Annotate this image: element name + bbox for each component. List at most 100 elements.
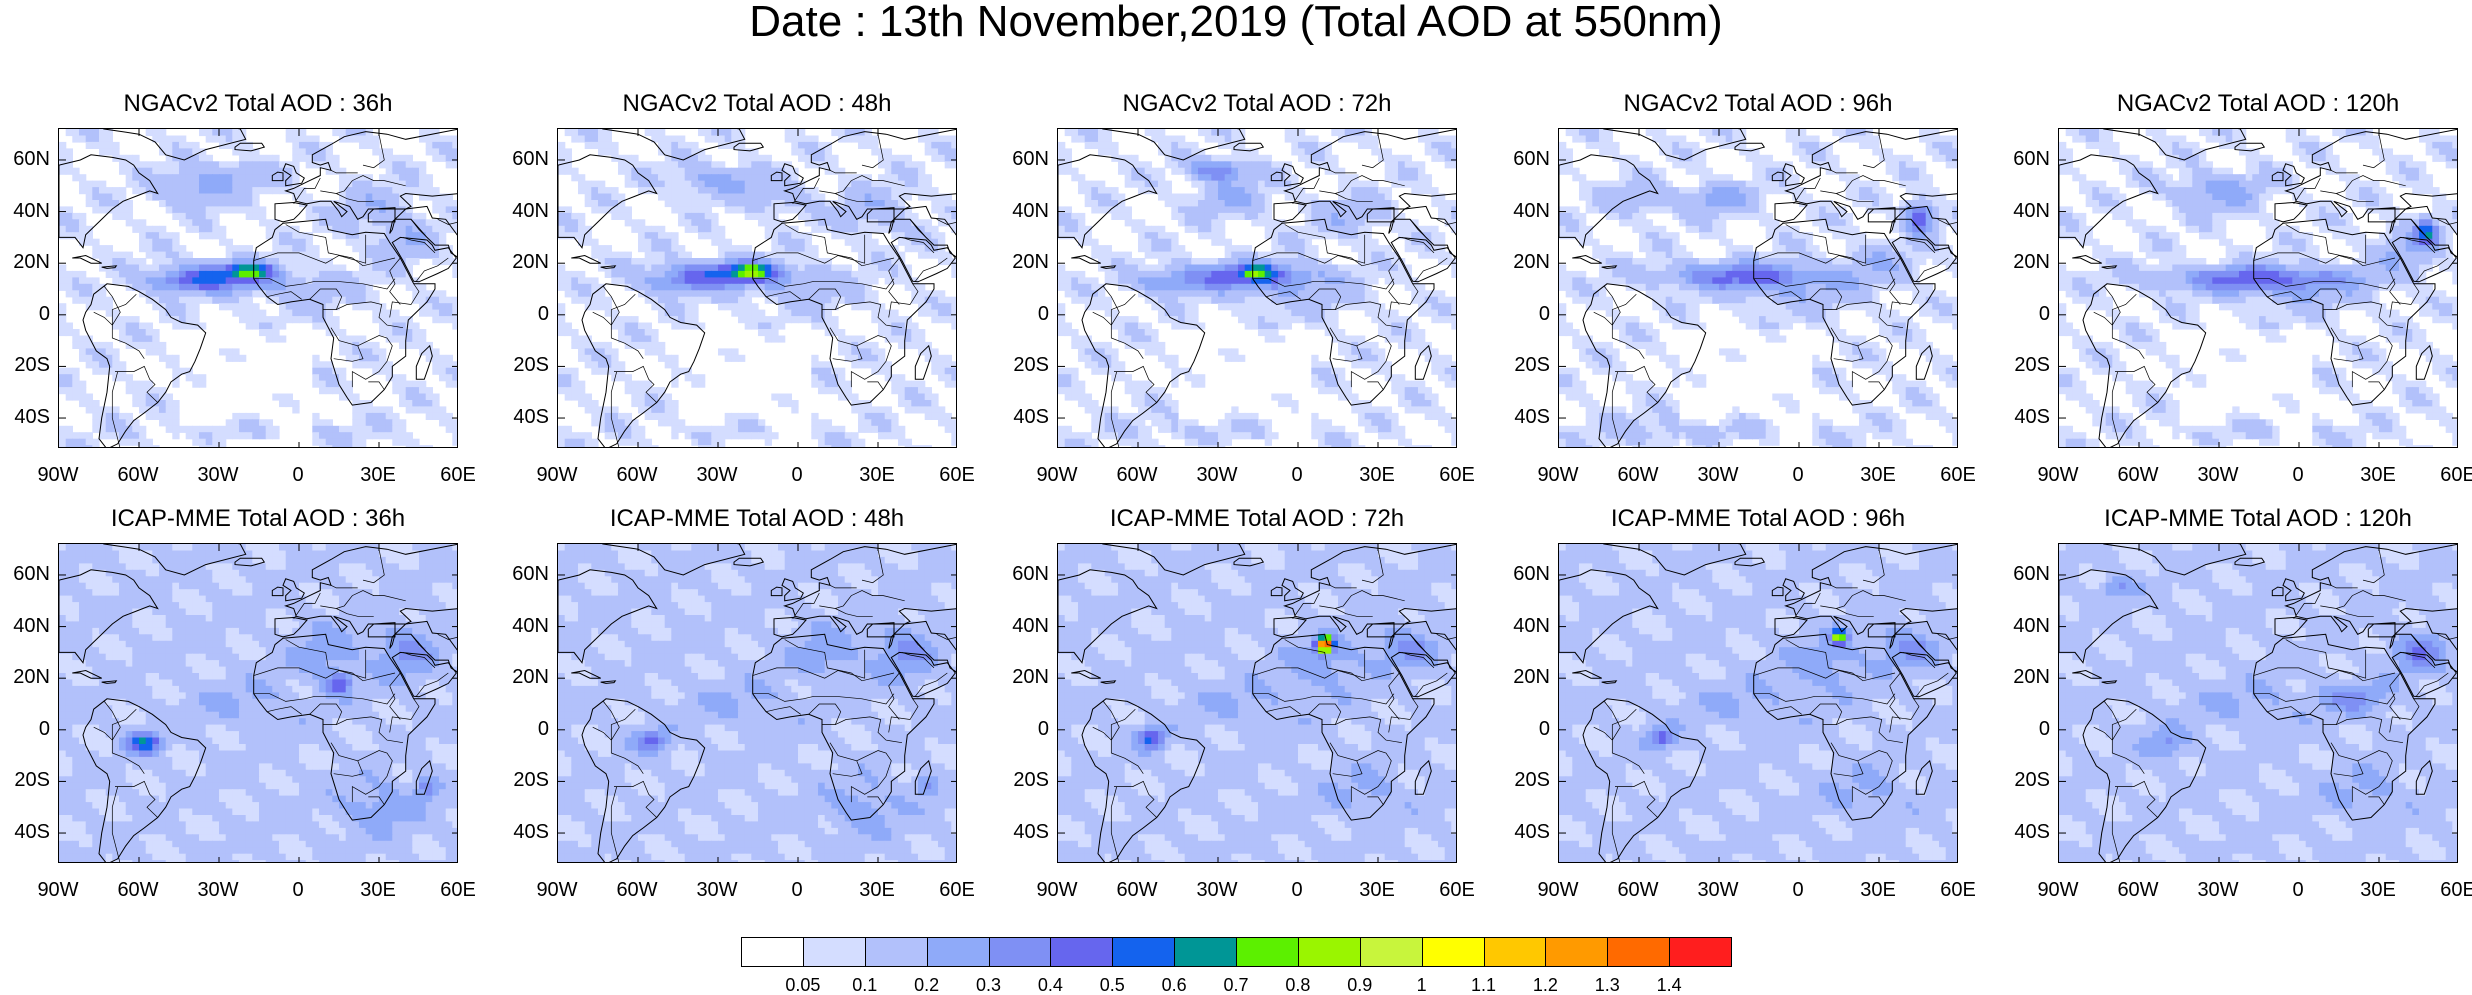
x-tick-label: 90W: [2037, 880, 2078, 900]
aod-map: [557, 128, 957, 448]
x-tick-label: 0: [791, 880, 802, 900]
colorbar-level-label: 0.7: [1223, 976, 1248, 994]
y-tick-label: 40N: [1513, 201, 1550, 221]
aod-field: [59, 544, 458, 863]
aod-map: [557, 543, 957, 863]
y-tick-label: 20N: [1012, 667, 1049, 687]
x-tick-label: 30W: [696, 465, 737, 485]
colorbar-swatch: [1484, 937, 1547, 967]
x-tick-label: 30E: [360, 465, 396, 485]
aod-field: [59, 129, 458, 448]
x-tick-label: 60W: [1116, 465, 1157, 485]
y-tick-label: 40S: [513, 407, 549, 427]
aod-field: [558, 129, 957, 448]
aod-field: [2059, 544, 2458, 863]
x-tick-label: 30E: [360, 880, 396, 900]
aod-field: [1058, 544, 1457, 863]
x-tick-label: 0: [1291, 465, 1302, 485]
colorbar-level-label: 0.9: [1347, 976, 1372, 994]
colorbar-level-label: 0.3: [976, 976, 1001, 994]
x-tick-label: 30E: [859, 465, 895, 485]
colorbar-level-label: 0.1: [852, 976, 877, 994]
aod-field: [1559, 129, 1958, 448]
x-tick-label: 0: [292, 465, 303, 485]
y-tick-label: 0: [1038, 304, 1049, 324]
aod-map: [2058, 543, 2458, 863]
panel-title: NGACv2 Total AOD : 48h: [497, 92, 1017, 116]
y-tick-label: 0: [538, 719, 549, 739]
x-tick-label: 60W: [2117, 880, 2158, 900]
x-tick-label: 30E: [2360, 465, 2396, 485]
y-tick-label: 0: [1038, 719, 1049, 739]
y-tick-label: 20S: [513, 770, 549, 790]
y-tick-label: 20S: [1514, 355, 1550, 375]
y-tick-label: 60N: [512, 564, 549, 584]
y-tick-label: 20N: [1012, 252, 1049, 272]
x-tick-label: 30W: [1697, 465, 1738, 485]
colorbar-swatch: [741, 937, 804, 967]
x-tick-label: 60E: [1940, 465, 1976, 485]
colorbar-level-label: 0.2: [914, 976, 939, 994]
y-tick-label: 40N: [13, 201, 50, 221]
x-tick-label: 60E: [1940, 880, 1976, 900]
x-tick-label: 60W: [616, 465, 657, 485]
x-tick-label: 60E: [2440, 465, 2472, 485]
panel-title: NGACv2 Total AOD : 36h: [0, 92, 518, 116]
y-tick-label: 0: [2039, 719, 2050, 739]
x-tick-label: 60W: [1116, 880, 1157, 900]
y-tick-label: 60N: [1012, 149, 1049, 169]
y-tick-label: 0: [538, 304, 549, 324]
x-tick-label: 30E: [1860, 465, 1896, 485]
x-tick-label: 60W: [1617, 465, 1658, 485]
colorbar-swatch: [927, 937, 990, 967]
colorbar-swatch: [1545, 937, 1608, 967]
colorbar-swatch: [1360, 937, 1423, 967]
colorbar-swatch: [1607, 937, 1670, 967]
y-tick-label: 20N: [13, 252, 50, 272]
y-tick-label: 20S: [1514, 770, 1550, 790]
colorbar-level-label: 1.4: [1657, 976, 1682, 994]
y-tick-label: 0: [39, 304, 50, 324]
colorbar-swatch: [989, 937, 1052, 967]
panel-title: ICAP-MME Total AOD : 36h: [0, 507, 518, 531]
y-tick-label: 20S: [14, 770, 50, 790]
y-tick-label: 0: [1539, 304, 1550, 324]
y-tick-label: 0: [1539, 719, 1550, 739]
x-tick-label: 90W: [2037, 465, 2078, 485]
figure-title: Date : 13th November,2019 (Total AOD at …: [0, 0, 2472, 44]
aod-field: [1058, 129, 1457, 448]
x-tick-label: 90W: [536, 880, 577, 900]
y-tick-label: 20N: [1513, 252, 1550, 272]
x-tick-label: 30W: [197, 880, 238, 900]
x-tick-label: 30W: [696, 880, 737, 900]
aod-map: [58, 543, 458, 863]
y-tick-label: 40N: [2013, 201, 2050, 221]
y-tick-label: 20N: [13, 667, 50, 687]
x-tick-label: 90W: [1036, 880, 1077, 900]
x-tick-label: 30E: [859, 880, 895, 900]
colorbar-level-label: 1.1: [1471, 976, 1496, 994]
x-tick-label: 60W: [616, 880, 657, 900]
x-tick-label: 0: [2292, 880, 2303, 900]
colorbar-swatch: [803, 937, 866, 967]
y-tick-label: 20S: [2014, 355, 2050, 375]
x-tick-label: 90W: [1537, 465, 1578, 485]
y-tick-label: 60N: [13, 149, 50, 169]
y-tick-label: 20N: [2013, 252, 2050, 272]
x-tick-label: 0: [1291, 880, 1302, 900]
aod-map: [1057, 128, 1457, 448]
y-tick-label: 20N: [512, 667, 549, 687]
y-tick-label: 0: [2039, 304, 2050, 324]
x-tick-label: 60E: [440, 880, 476, 900]
y-tick-label: 40N: [512, 616, 549, 636]
aod-map: [1057, 543, 1457, 863]
panel-title: NGACv2 Total AOD : 96h: [1498, 92, 2018, 116]
x-tick-label: 30W: [1697, 880, 1738, 900]
x-tick-label: 30E: [1860, 880, 1896, 900]
y-tick-label: 40S: [2014, 407, 2050, 427]
